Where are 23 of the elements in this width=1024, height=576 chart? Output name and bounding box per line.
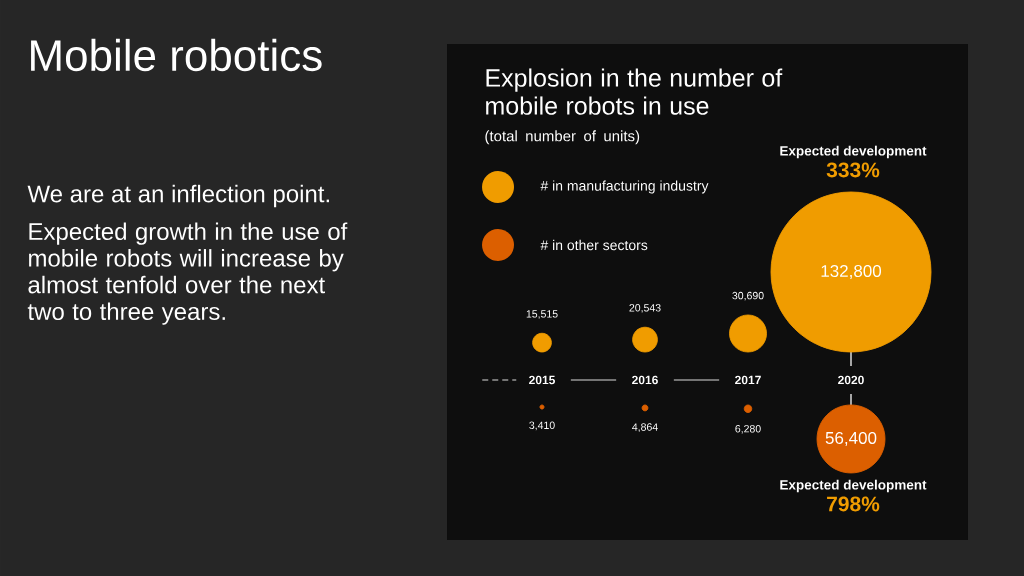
data-label: 132,800	[821, 264, 882, 279]
text: 798%	[827, 496, 880, 512]
category-label: 2017	[735, 375, 761, 385]
text: Expected growth in the use of mobile robots will increase by almost tenfold over the next two to three years.	[27, 222, 348, 325]
legend-label: # in other sectors	[540, 239, 648, 251]
data-label: 3,410	[529, 421, 555, 431]
text: We are at an inflection point.	[27, 184, 329, 208]
text: 333%	[826, 162, 880, 178]
text: Expected development	[780, 145, 927, 159]
data-label: 30,690	[732, 291, 764, 301]
text: Mobile robotics	[31, 38, 322, 72]
category-label: 2020	[838, 375, 864, 385]
text: Expected development	[780, 479, 927, 493]
legend-label: # in manufacturing industry	[540, 180, 709, 194]
data-label: 6,280	[735, 424, 761, 434]
category-label: 2016	[632, 375, 658, 385]
data-label: 56,400	[825, 431, 877, 446]
text: (total number of units)	[485, 130, 640, 145]
data-label: 15,515	[526, 310, 558, 319]
text: Explosion in the number of mobile robots in use	[486, 68, 783, 115]
category-label: 2015	[529, 375, 556, 385]
data-label: 20,543	[629, 304, 661, 313]
data-label: 4,864	[632, 423, 658, 432]
